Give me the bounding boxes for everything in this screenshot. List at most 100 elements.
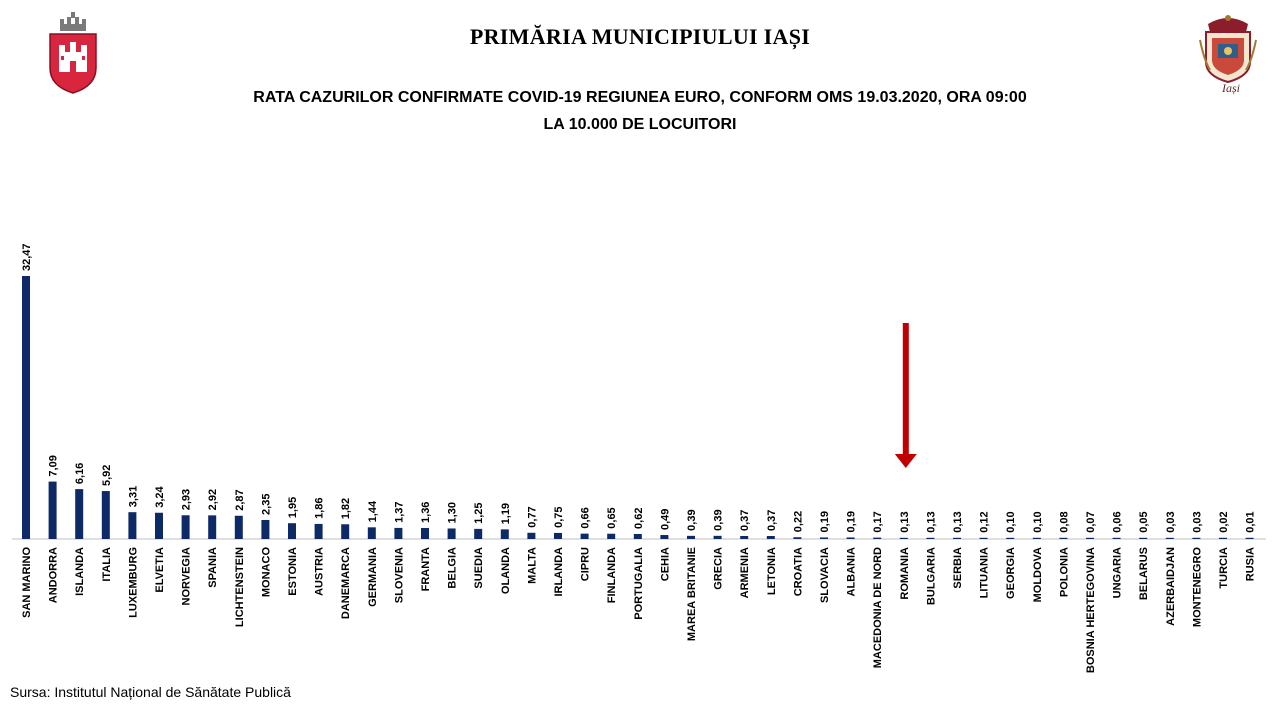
bar	[1112, 537, 1121, 539]
bar	[22, 276, 30, 539]
bar	[527, 532, 536, 539]
bar	[314, 523, 323, 539]
category-label: GEORGIA	[1005, 547, 1017, 599]
category-label: AUSTRIA	[314, 547, 326, 596]
value-label: 1,25	[473, 502, 485, 523]
value-label: 0,75	[553, 507, 565, 528]
value-label: 0,39	[686, 509, 698, 530]
bar	[48, 481, 57, 539]
bar	[234, 515, 243, 539]
bar	[101, 491, 110, 539]
value-label: 0,10	[1005, 511, 1017, 532]
value-label: 1,37	[393, 501, 405, 522]
category-label: NORVEGIA	[181, 547, 193, 606]
value-label: 1,36	[420, 502, 432, 523]
bar	[288, 523, 296, 539]
value-label: 2,92	[207, 489, 219, 510]
category-label: CIPRU	[580, 547, 592, 581]
category-label: GRECIA	[713, 547, 725, 590]
bar	[1086, 537, 1094, 539]
bar	[820, 537, 828, 539]
category-label: MOLDOVA	[1032, 547, 1044, 602]
bar	[873, 537, 882, 539]
value-label: 1,44	[367, 500, 379, 522]
value-label: 0,06	[1112, 511, 1124, 532]
bar	[660, 535, 669, 539]
category-label: ALBANIA	[846, 547, 858, 597]
category-label: SLOVACIA	[819, 547, 831, 603]
bar	[1139, 537, 1148, 539]
bar	[899, 537, 908, 539]
value-label: 1,82	[340, 498, 352, 519]
value-label: 0,22	[792, 511, 804, 532]
value-label: 0,01	[1245, 511, 1257, 532]
category-label: ANDORRA	[48, 547, 60, 603]
bar	[1006, 537, 1015, 539]
category-label: CEHIA	[659, 547, 671, 581]
bar	[687, 535, 695, 539]
value-label: 1,86	[314, 498, 326, 519]
category-label: ELVETIA	[154, 547, 166, 593]
category-label: ITALIA	[101, 547, 113, 582]
chart-subtitle: LA 10.000 DE LOCUITORI	[543, 116, 737, 133]
category-label: PORTUGALIA	[633, 547, 645, 620]
category-label: ISLANDA	[74, 547, 86, 596]
bar	[367, 527, 376, 539]
bar	[633, 533, 642, 539]
value-label: 6,16	[74, 463, 86, 484]
iasi-emblem-logo: Iași	[1199, 15, 1257, 95]
bar	[128, 512, 137, 539]
bar	[926, 537, 935, 539]
value-label: 0,17	[872, 511, 884, 532]
highlight-arrow-group	[894, 323, 917, 468]
value-label: 7,09	[48, 455, 60, 476]
category-label: DANEMARCA	[340, 547, 352, 619]
highlight-arrow-head	[894, 454, 917, 468]
category-label: AZERBAIDJAN	[1165, 547, 1177, 626]
value-label: 0,02	[1218, 511, 1230, 532]
bar	[208, 515, 217, 539]
value-label: 0,05	[1138, 511, 1150, 532]
bar	[341, 524, 350, 539]
bar	[181, 515, 190, 539]
bar	[1165, 537, 1174, 539]
highlight-arrow-shaft	[902, 323, 909, 455]
value-label: 32,47	[21, 243, 33, 271]
bar-chart: 32,47 7,09 6,16 5,92 3,31 3,24 2,93 2,92 2,87 2,3…	[12, 243, 1266, 674]
category-label: SAN MARINO	[21, 547, 33, 618]
category-label: MACEDONIA DE NORD	[872, 547, 884, 668]
value-label: 0,10	[1032, 511, 1044, 532]
category-label: BOSNIA HERTEGOVINA	[1085, 547, 1097, 673]
category-label: LICHTENSTEIN	[234, 547, 246, 627]
category-label: SPANIA	[207, 547, 219, 588]
source-note: Sursa: Institutul Național de Sănătate P…	[10, 684, 291, 700]
category-labels-group: SAN MARINO ANDORRA ISLANDA ITALIA LUXEMBURG E…	[21, 547, 1257, 674]
chart-title: RATA CAZURILOR CONFIRMATE COVID-19 REGIU…	[253, 89, 1027, 106]
bar	[979, 537, 988, 539]
emblem-lettering: Iași	[1221, 81, 1240, 95]
bar	[500, 529, 509, 539]
value-label: 1,19	[500, 503, 512, 524]
category-label: SLOVENIA	[393, 547, 405, 603]
value-label: 5,92	[101, 465, 113, 486]
bar	[1059, 537, 1068, 539]
category-label: POLONIA	[1058, 547, 1070, 597]
value-label: 0,49	[659, 509, 671, 530]
category-label: CROATIA	[792, 547, 804, 596]
value-label: 0,12	[979, 511, 991, 532]
value-label: 0,19	[846, 511, 858, 532]
value-label: 0,13	[899, 511, 911, 532]
category-label: MAREA BRITANIE	[686, 547, 698, 641]
bar	[554, 532, 562, 539]
value-label: 2,93	[181, 489, 193, 510]
value-label: 0,19	[819, 511, 831, 532]
value-label: 0,66	[580, 507, 592, 528]
category-label: MONTENEGRO	[1191, 547, 1203, 628]
bar	[261, 519, 270, 539]
value-label: 0,37	[739, 510, 751, 531]
bar	[1219, 537, 1227, 539]
value-label: 3,31	[127, 486, 139, 507]
value-label: 0,65	[606, 507, 618, 528]
category-label: IRLANDA	[553, 547, 565, 597]
value-label: 0,62	[633, 508, 645, 529]
